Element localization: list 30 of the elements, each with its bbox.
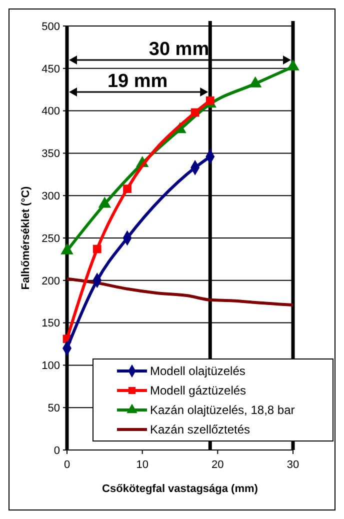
y-axis-title: Falhőmérséklet (°C) <box>20 186 32 290</box>
annotation: 30 mm <box>148 39 210 60</box>
y-tick-label: 200 <box>42 275 60 288</box>
point <box>92 244 102 254</box>
x-tick-label: 0 <box>64 459 70 471</box>
x-tick-label: 30 <box>286 459 300 471</box>
y-tick-label: 450 <box>42 63 60 76</box>
point <box>286 59 300 70</box>
x-tick-label: 20 <box>212 459 224 471</box>
legend-label: Kazán olajtüzelés, 18,8 bar <box>150 403 295 418</box>
y-tick-label: 150 <box>42 318 60 330</box>
y-tick-label: 250 <box>42 232 60 245</box>
y-tick-label: 0 <box>54 444 60 457</box>
y-tick-label: 400 <box>42 106 60 118</box>
x-axis-title: Csőkötegfal vastagsága (mm) <box>102 483 258 495</box>
y-tick-label: 350 <box>42 148 60 160</box>
legend-label: Modell gáztüzelés <box>150 384 246 398</box>
legend-label: Kazán szellőztetés <box>150 422 250 437</box>
y-tick-label: 100 <box>42 360 60 372</box>
x-tick-label: 10 <box>136 459 148 471</box>
y-tick-label: 500 <box>42 20 60 33</box>
point <box>98 196 112 208</box>
y-tick-label: 300 <box>42 190 60 202</box>
point <box>190 108 200 117</box>
point <box>123 184 132 193</box>
legend-label: Modell olajtüzelés <box>150 364 246 378</box>
point <box>248 76 262 88</box>
annotation: 19 mm <box>107 71 168 92</box>
y-tick-label: 50 <box>48 402 60 414</box>
point <box>206 96 214 105</box>
